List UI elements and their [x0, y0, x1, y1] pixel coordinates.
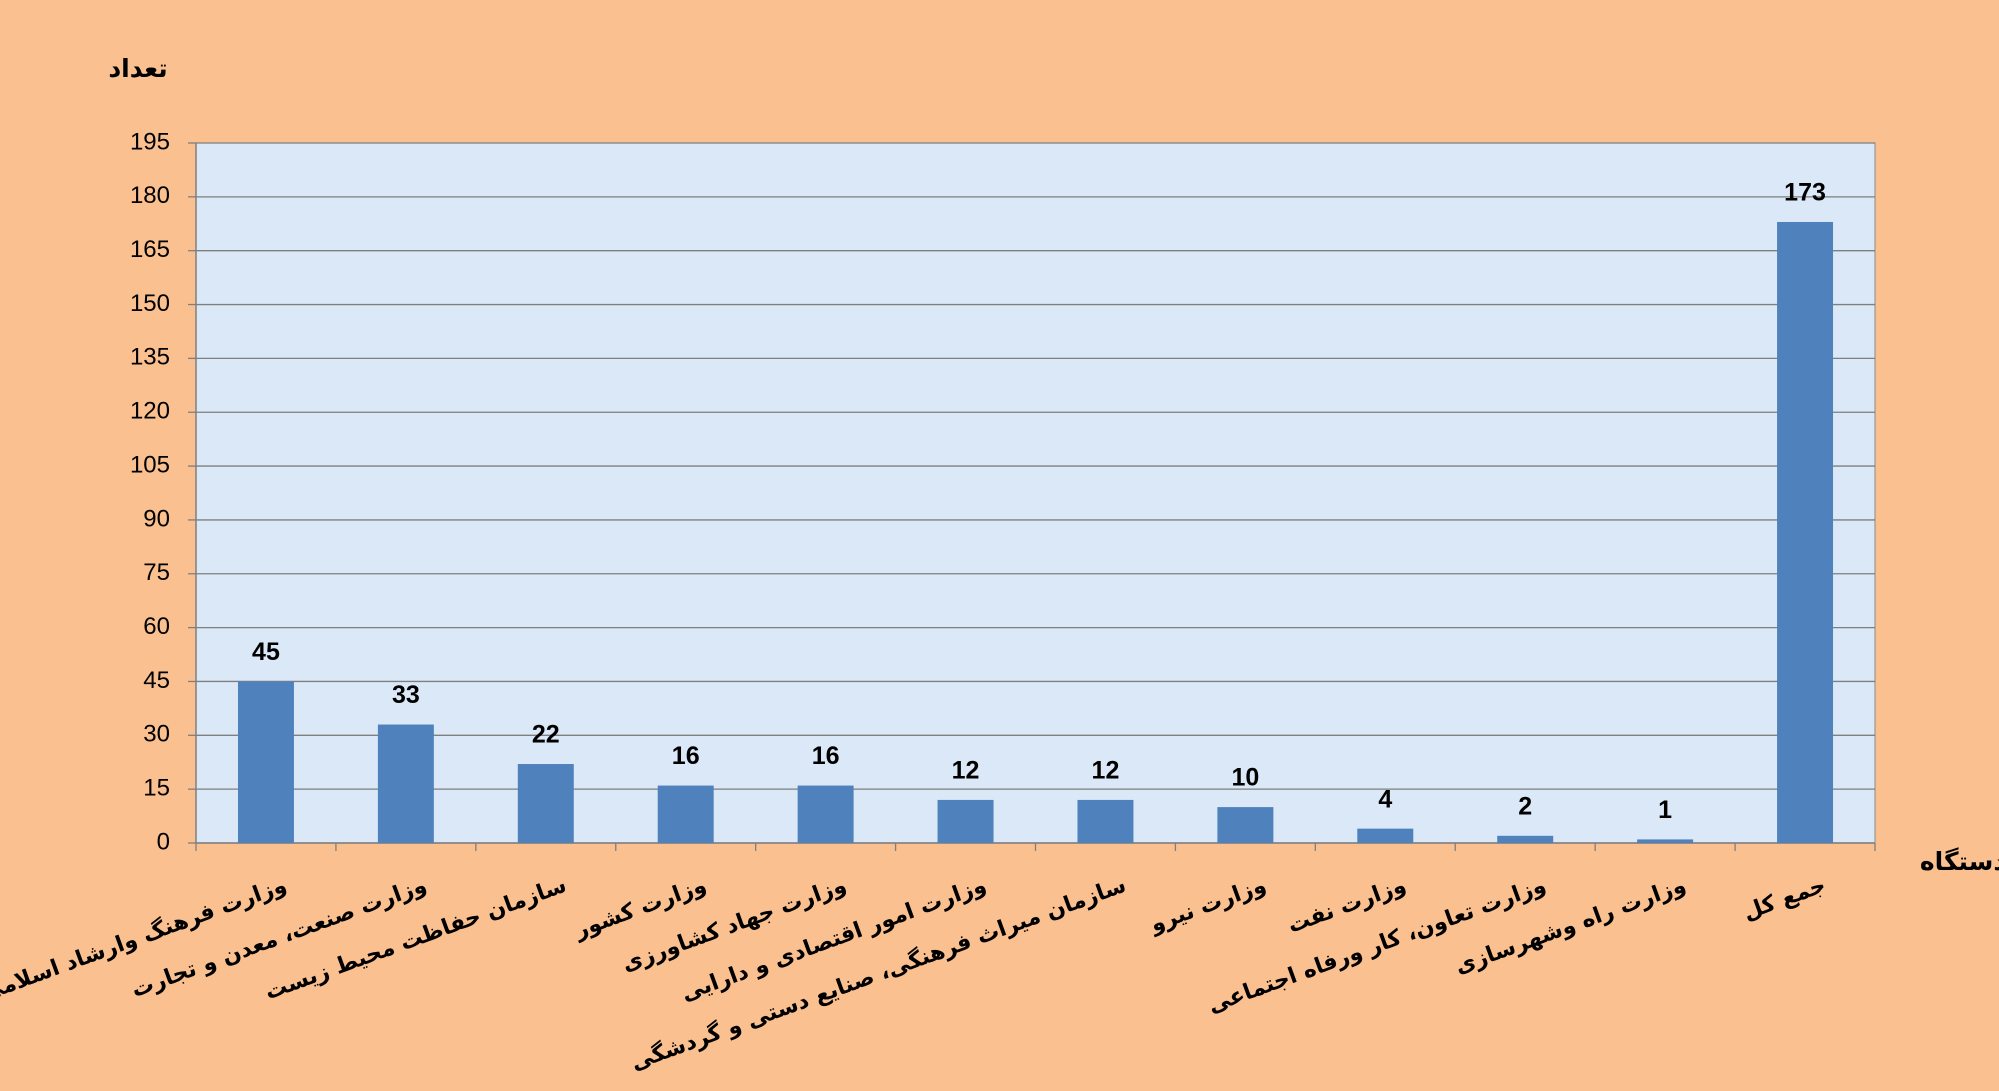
x-axis-title: دستگاه: [1920, 847, 1999, 876]
y-tick-label: 45: [143, 667, 170, 694]
plot-area: [195, 142, 1876, 844]
data-label: 4: [1378, 785, 1392, 813]
bar: [1357, 828, 1414, 843]
data-label: 2: [1518, 792, 1532, 820]
bar: [1777, 221, 1834, 843]
bar: [517, 764, 574, 843]
y-tick-label: 150: [130, 290, 170, 317]
y-tick-label: 30: [143, 721, 170, 748]
y-tick-label: 165: [130, 236, 170, 263]
bar: [1217, 807, 1274, 843]
bar: [797, 785, 854, 843]
y-axis-title: تعداد: [108, 54, 167, 83]
bar: [1077, 799, 1134, 843]
data-label: 1: [1658, 796, 1672, 824]
data-label: 12: [952, 757, 980, 785]
bar: [237, 681, 294, 843]
data-label: 33: [392, 681, 420, 709]
y-tick-label: 75: [143, 559, 170, 586]
y-tick-label: 15: [143, 774, 170, 801]
data-label: 12: [1092, 757, 1120, 785]
bar: [1637, 839, 1694, 843]
bar: [657, 785, 714, 843]
data-label: 173: [1784, 179, 1826, 207]
y-tick-label: 0: [157, 828, 170, 855]
y-tick-label: 120: [130, 398, 170, 425]
y-tick-label: 60: [143, 613, 170, 640]
y-tick-label: 180: [130, 182, 170, 209]
data-label: 22: [532, 721, 560, 749]
y-tick-label: 105: [130, 451, 170, 478]
bar: [937, 799, 994, 843]
data-label: 10: [1231, 764, 1259, 792]
data-label: 16: [672, 742, 700, 770]
y-tick-label: 135: [130, 344, 170, 371]
data-label: 16: [812, 742, 840, 770]
data-label: 45: [252, 638, 280, 666]
bar: [377, 724, 434, 843]
y-tick-label: 195: [130, 128, 170, 155]
y-tick-label: 90: [143, 505, 170, 532]
bar: [1497, 835, 1554, 843]
